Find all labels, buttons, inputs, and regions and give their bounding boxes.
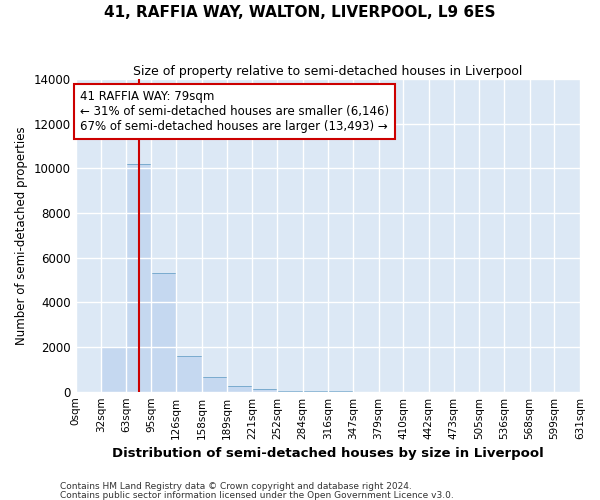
Bar bbox=[126, 164, 151, 392]
Bar bbox=[101, 347, 126, 392]
Bar bbox=[252, 390, 277, 392]
Bar bbox=[227, 386, 252, 392]
Y-axis label: Number of semi-detached properties: Number of semi-detached properties bbox=[15, 126, 28, 344]
Text: 41 RAFFIA WAY: 79sqm
← 31% of semi-detached houses are smaller (6,146)
67% of se: 41 RAFFIA WAY: 79sqm ← 31% of semi-detac… bbox=[80, 90, 389, 134]
Title: Size of property relative to semi-detached houses in Liverpool: Size of property relative to semi-detach… bbox=[133, 65, 523, 78]
Text: 41, RAFFIA WAY, WALTON, LIVERPOOL, L9 6ES: 41, RAFFIA WAY, WALTON, LIVERPOOL, L9 6E… bbox=[104, 5, 496, 20]
Bar bbox=[202, 377, 227, 392]
Bar bbox=[277, 390, 302, 392]
Bar bbox=[151, 274, 176, 392]
Text: Contains public sector information licensed under the Open Government Licence v3: Contains public sector information licen… bbox=[60, 490, 454, 500]
Text: Contains HM Land Registry data © Crown copyright and database right 2024.: Contains HM Land Registry data © Crown c… bbox=[60, 482, 412, 491]
Bar bbox=[176, 356, 202, 392]
X-axis label: Distribution of semi-detached houses by size in Liverpool: Distribution of semi-detached houses by … bbox=[112, 447, 544, 460]
